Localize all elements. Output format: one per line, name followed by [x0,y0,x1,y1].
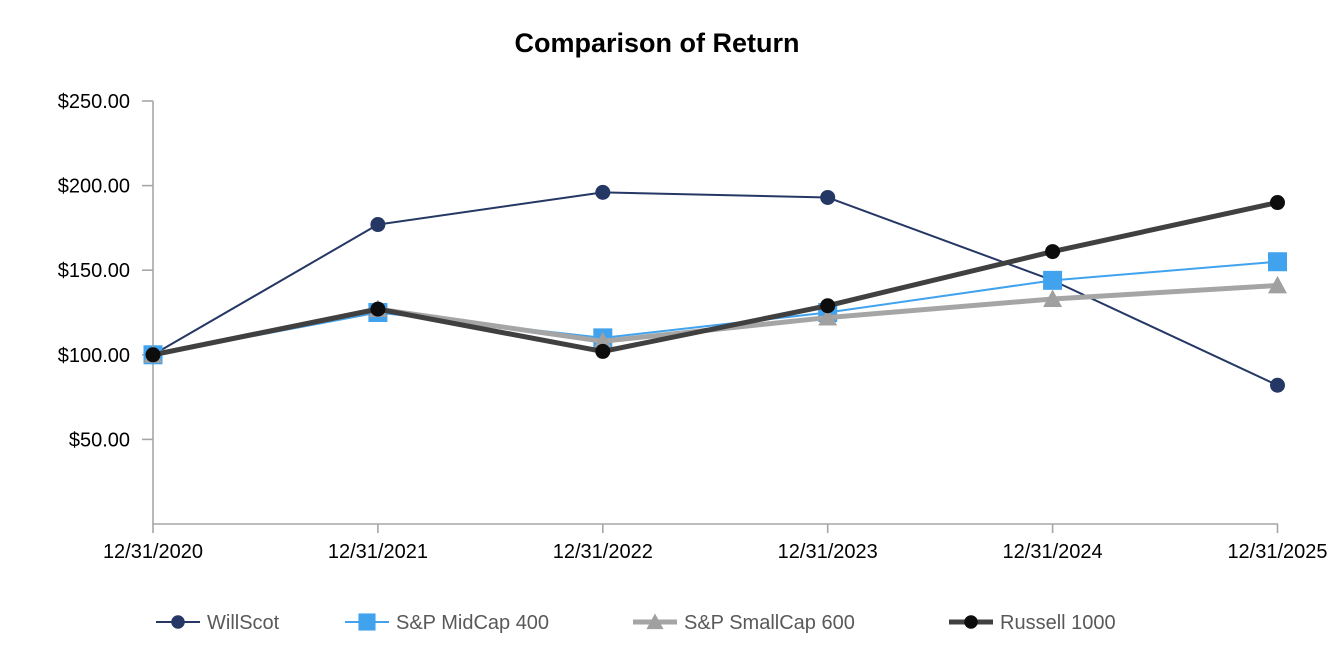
square-marker [1268,252,1287,272]
x-axis-tick-label: 12/31/2024 [1003,541,1103,563]
series-russell-1000 [145,195,1285,363]
triangle-marker [1043,289,1063,307]
axes: $250.00 $200.00 $150.00 $100.00 $50.00 12/31/… [58,91,1328,563]
circle-marker [1270,195,1285,211]
legend-label: WillScot [207,612,280,634]
series-line-russell-1000 [150,200,1280,358]
circle-marker [1045,244,1061,260]
circle-marker [820,189,836,205]
x-axis-tick-label: 12/31/2022 [553,541,653,563]
axis-lines [152,101,1278,525]
x-axis-tick-label: 12/31/2023 [778,541,878,563]
legend-item-willscot: WillScot [156,612,280,634]
x-axis-tick-label: 12/31/2020 [103,541,203,563]
legend-label: S&P SmallCap 600 [684,612,855,634]
series-line-s-p-midcap-400 [152,260,1279,356]
legend-item-s-p-midcap-400: S&P MidCap 400 [345,612,549,634]
legend: WillScot S&P MidCap 400 S&P SmallCap 600 Ru… [156,612,1116,634]
legend-item-russell-1000: Russell 1000 [949,612,1116,634]
triangle-marker [1268,275,1287,294]
series-line-willscot [152,191,1279,387]
y-axis-tick-label: $150.00 [58,260,130,282]
circle-marker [171,615,185,629]
legend-label: S&P MidCap 400 [396,612,549,634]
circle-marker [1270,377,1285,393]
circle-marker [595,343,611,359]
y-axis-tick-label: $250.00 [58,91,130,113]
triangle-marker [593,331,613,350]
x-axis-tick-label: 12/31/2025 [1227,541,1327,563]
circle-marker [595,184,611,200]
y-axis-tick-label: $200.00 [58,176,130,198]
square-marker [358,613,376,631]
circle-marker [964,615,978,629]
circle-marker [370,217,386,233]
chart-title: Comparison of Return [514,28,800,58]
circle-marker [820,298,836,314]
triangle-marker [818,308,838,326]
series-willscot [145,184,1285,393]
y-axis-tick-label: $100.00 [58,345,130,367]
circle-marker [145,347,161,363]
legend-label: Russell 1000 [1000,612,1116,634]
series-s-p-midcap-400 [143,252,1287,365]
square-marker [1043,270,1063,290]
y-axis-tick-label: $50.00 [69,429,130,451]
circle-marker [370,301,386,317]
triangle-marker [646,613,664,630]
x-axis-tick-label: 12/31/2021 [328,541,428,563]
legend-item-s-p-smallcap-600: S&P SmallCap 600 [633,612,855,634]
